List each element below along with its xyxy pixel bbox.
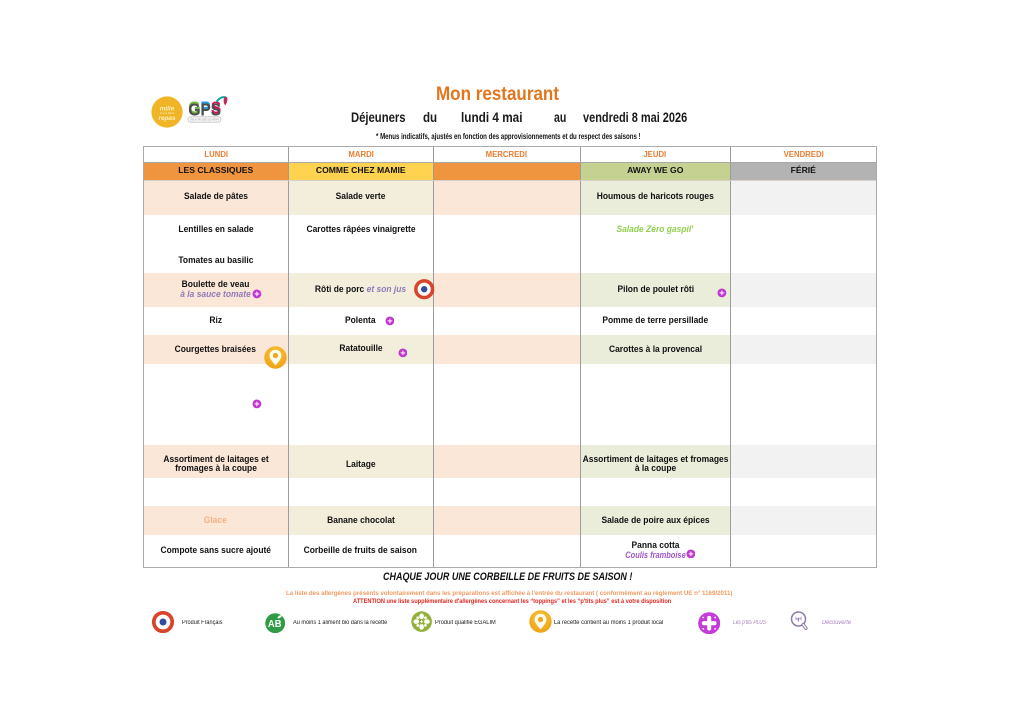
svg-text:S: S [211, 97, 221, 117]
svg-text:P: P [200, 97, 211, 117]
svg-text:G: G [188, 100, 200, 120]
svg-text:S: S [211, 100, 221, 120]
svg-text:P: P [201, 100, 212, 120]
svg-text:et une idées: et une idées [160, 111, 175, 115]
svg-text:mille: mille [160, 106, 175, 113]
svg-text:repas: repas [158, 115, 175, 122]
svg-text:UNE AUTRE IDÉE DES REPAS: UNE AUTRE IDÉE DES REPAS [190, 117, 219, 122]
svg-text:AB: AB [268, 619, 282, 630]
svg-text:G: G [188, 97, 200, 117]
